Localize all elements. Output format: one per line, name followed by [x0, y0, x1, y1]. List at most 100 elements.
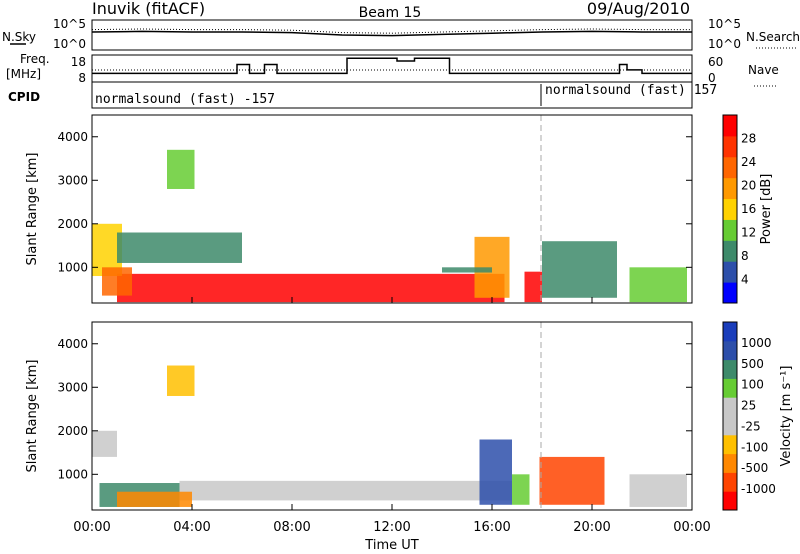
- beam-title: Beam 15: [359, 5, 422, 21]
- freq-tick-bottom: 8: [78, 71, 86, 85]
- nsky-tick-top: 10^5: [53, 17, 86, 31]
- velocity-region-5: [479, 439, 512, 505]
- freq-label-line1: Freq.: [20, 52, 50, 66]
- power-region-4: [167, 149, 195, 189]
- time-xlabel: Time UT: [364, 538, 418, 553]
- power-colorbar-swatch: [723, 240, 737, 262]
- power-colorbar-tick-label: 24: [741, 155, 756, 169]
- vel-colorbar-tick-label: 500: [741, 357, 764, 371]
- nsearch-label: N.Search: [746, 30, 800, 44]
- velocity-region-4: [167, 365, 195, 396]
- nsky-panel: N.Sky 10^5 10^0 10^5 10^0 N.Search: [2, 17, 800, 51]
- nsearch-line: [91, 28, 692, 34]
- power-colorbar: 4 8 12 16 20 24 28: [722, 114, 756, 304]
- power-colorbar-tick-label: 4: [741, 273, 749, 287]
- velocity-region-6: [512, 474, 530, 505]
- cpid-panel: CPID normalsound (fast) -157 normalsound…: [8, 81, 717, 109]
- vel-colorbar-swatch: [723, 378, 737, 398]
- vel-colorbar-swatch: [723, 491, 737, 511]
- velocity-data-regions: [92, 365, 687, 507]
- nsky-line: [91, 30, 692, 37]
- power-ytick-label: 1000: [57, 260, 88, 274]
- nsky-label: N.Sky: [2, 30, 36, 44]
- power-colorbar-tick-label: 16: [741, 202, 756, 216]
- x-tick-label: 08:00: [273, 520, 310, 535]
- vel-colorbar-tick-label: -25: [741, 419, 761, 433]
- vel-colorbar-swatch: [723, 434, 737, 455]
- power-colorbar-swatch: [723, 219, 737, 241]
- freq-tick-top: 18: [71, 55, 86, 69]
- freq-label-line2: [MHz]: [6, 67, 41, 81]
- velocity-ylabel: Slant Range [km]: [25, 360, 40, 473]
- nsearch-tick-top: 10^5: [708, 17, 741, 31]
- power-colorbar-swatch: [723, 198, 737, 220]
- power-colorbar-tick-label: 8: [741, 249, 749, 263]
- cpid-segment-1: normalsound (fast) -157: [95, 92, 275, 107]
- vel-colorbar-swatch: [723, 340, 737, 361]
- velocity-region-8: [629, 474, 687, 507]
- vel-colorbar-tick-label: -100: [741, 440, 768, 454]
- nave-tick-top: 60: [708, 55, 723, 69]
- power-colorbar-frame: [722, 114, 738, 304]
- vel-colorbar-swatch: [723, 472, 737, 492]
- velocity-ytick-label: 3000: [57, 380, 88, 394]
- station-title: Inuvik (fitACF): [92, 0, 205, 18]
- vel-colorbar-swatch: [723, 416, 737, 436]
- vel-colorbar-tick-label: 100: [741, 378, 764, 392]
- power-data-regions: [92, 149, 687, 303]
- freq-line: [92, 57, 692, 75]
- power-colorbar-swatch: [723, 156, 737, 179]
- velocity-panel: 1000 2000 3000 4000 Slant Range [km] 1000 50…: [25, 297, 794, 553]
- x-tick-label: 00:00: [73, 520, 110, 535]
- power-colorbar-tick-label: 12: [741, 226, 756, 240]
- vel-colorbar-swatch: [723, 359, 737, 379]
- power-region-6: [524, 271, 542, 303]
- velocity-region-1: [92, 430, 117, 457]
- power-region-0: [117, 273, 505, 303]
- vel-colorbar-swatch: [723, 397, 737, 417]
- power-ytick-label: 3000: [57, 173, 88, 187]
- time-x-ticks: 00:00 04:00 08:00 12:00 16:00 20:00 00:00: [73, 297, 711, 535]
- power-region-8: [629, 267, 687, 303]
- power-region-2: [102, 267, 132, 296]
- vel-colorbar-tick-label: 25: [741, 399, 756, 413]
- power-ylabel: Slant Range [km]: [25, 153, 40, 266]
- power-colorbar-tick-label: 28: [741, 132, 756, 146]
- x-tick-label: 16:00: [473, 520, 510, 535]
- cpid-label: CPID: [8, 90, 40, 104]
- nsky-tick-bottom: 10^0: [53, 37, 86, 51]
- power-colorbar-label: Power [dB]: [759, 174, 774, 245]
- power-colorbar-swatch: [723, 261, 737, 283]
- vel-colorbar-frame: [722, 321, 738, 511]
- power-ytick-label: 4000: [57, 130, 88, 144]
- power-colorbar-tick-label: 20: [741, 179, 756, 193]
- vel-colorbar-tick-label: 1000: [741, 336, 772, 350]
- power-colorbar-swatch: [723, 135, 737, 158]
- nsearch-tick-bottom: 10^0: [708, 37, 741, 51]
- x-tick-label: 04:00: [173, 520, 210, 535]
- velocity-colorbar: 1000 500 100 25 -25 -100 -500 -1000: [722, 321, 776, 511]
- power-region-7: [542, 241, 617, 298]
- velocity-region-7: [539, 456, 605, 505]
- power-colorbar-swatch: [723, 177, 737, 200]
- vel-colorbar-swatch: [723, 453, 737, 473]
- power-region-3: [117, 232, 242, 263]
- vel-colorbar-tick-label: -500: [741, 461, 768, 475]
- velocity-ytick-label: 2000: [57, 424, 88, 438]
- velocity-ytick-label: 4000: [57, 337, 88, 351]
- nave-tick-bottom: 0: [708, 71, 716, 85]
- power-y-ticks: 1000 2000 3000 4000: [57, 130, 692, 274]
- power-panel: 1000 2000 3000 4000 Slant Range [km] 4 8 12 16…: [25, 114, 774, 304]
- x-tick-label: 00:00: [673, 520, 710, 535]
- cpid-segment-2: normalsound (fast) 157: [545, 83, 717, 98]
- velocity-ytick-label: 1000: [57, 467, 88, 481]
- velocity-colorbar-label: Velocity [m s⁻¹]: [779, 366, 794, 467]
- vel-colorbar-swatch: [723, 322, 737, 342]
- date-title: 09/Aug/2010: [587, 0, 690, 18]
- x-tick-label: 20:00: [573, 520, 610, 535]
- velocity-region-0: [179, 480, 512, 501]
- x-tick-label: 12:00: [373, 520, 410, 535]
- velocity-y-ticks: 1000 2000 3000 4000: [57, 337, 692, 481]
- velocity-region-3: [117, 491, 192, 507]
